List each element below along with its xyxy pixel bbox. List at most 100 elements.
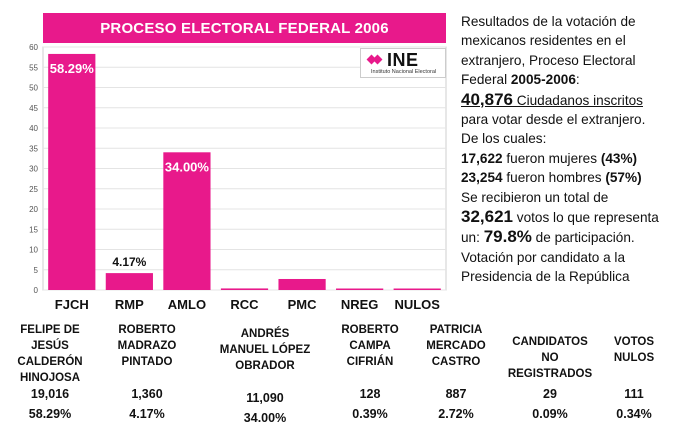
bar bbox=[278, 278, 326, 290]
bar-chart: 0 5 10 15 20 25 30 35 40 45 50 55 60 FJCH 58.29% RMP 4.1… bbox=[0, 0, 460, 320]
summary-line: un: 79.8% de participación. bbox=[461, 227, 697, 247]
x-tick-label: PMC bbox=[288, 297, 318, 312]
summary-line: extranjero, Proceso Electoral bbox=[461, 52, 636, 68]
y-tick-label: 10 bbox=[29, 246, 38, 255]
candidate-votes: 29 bbox=[543, 387, 557, 401]
candidate-name: MERCADO bbox=[426, 340, 486, 352]
candidate-pct: 58.29% bbox=[28, 407, 72, 421]
candidate-name: VOTOS bbox=[613, 336, 655, 348]
summary-text: : bbox=[575, 72, 580, 88]
y-tick-label: 30 bbox=[29, 165, 38, 174]
votes-total: 32,621 bbox=[461, 207, 513, 227]
y-tick-label: 0 bbox=[34, 286, 39, 295]
candidate-column: FELIPE DE JESÚS CALDERÓN HINOJOSA 19,016… bbox=[2, 322, 98, 421]
summary-line: 17,622 fueron mujeres (43%) bbox=[461, 149, 697, 168]
summary-line: Resultados de la votación de bbox=[461, 14, 636, 29]
x-tick-label: FJCH bbox=[55, 297, 89, 312]
men-pct: (57%) bbox=[605, 170, 642, 186]
candidate-name: CASTRO bbox=[431, 356, 481, 368]
registered-count: 40,876 bbox=[461, 89, 513, 109]
y-tick-label: 20 bbox=[29, 205, 38, 214]
summary-text: fueron mujeres bbox=[502, 150, 601, 166]
candidate-column: ANDRÉS MANUEL LÓPEZ OBRADOR 11,090 34.00… bbox=[215, 326, 315, 425]
summary-text: fueron hombres bbox=[502, 170, 606, 186]
ine-logo-word: INE bbox=[387, 50, 419, 70]
women-count: 17,622 bbox=[461, 150, 503, 166]
summary-text: Ciudadanos inscritos bbox=[513, 92, 643, 108]
y-tick-label: 40 bbox=[29, 124, 38, 133]
summary-text: votos lo que representa bbox=[513, 210, 659, 226]
summary-text: Federal bbox=[461, 72, 511, 88]
summary-line: 23,254 fueron hombres (57%) bbox=[461, 168, 697, 187]
summary-line: Presidencia de la República bbox=[461, 269, 630, 285]
summary-line: Votación por candidato a la bbox=[461, 249, 626, 265]
candidate-votes: 128 bbox=[359, 387, 381, 401]
y-tick-label: 35 bbox=[29, 144, 38, 153]
candidate-pct: 0.39% bbox=[352, 407, 388, 421]
ine-logo-icon bbox=[366, 53, 384, 67]
candidate-name: CANDIDATOS NO bbox=[512, 336, 588, 364]
bar bbox=[336, 288, 384, 290]
bar bbox=[220, 288, 269, 290]
candidate-name: CALDERÓN bbox=[17, 356, 83, 368]
x-tick-label: NREG bbox=[341, 297, 379, 312]
x-tick-label: AMLO bbox=[168, 297, 206, 312]
bar bbox=[163, 152, 211, 290]
candidate-column: ROBERTO MADRAZO PINTADO 1,360 4.17% bbox=[106, 322, 188, 421]
x-tick-label: RCC bbox=[230, 297, 259, 312]
candidate-name: PATRICIA bbox=[429, 324, 483, 336]
candidate-name: MADRAZO bbox=[117, 340, 177, 352]
summary-text: un: bbox=[461, 230, 484, 246]
candidates-table: FELIPE DE JESÚS CALDERÓN HINOJOSA 19,016… bbox=[0, 322, 700, 440]
candidate-name: CAMPA bbox=[349, 340, 391, 352]
x-tick-label: NULOS bbox=[394, 297, 440, 312]
summary-text: de participación. bbox=[531, 230, 635, 246]
candidate-column: VOTOS NULOS 111 0.34% bbox=[604, 334, 664, 421]
bar bbox=[393, 288, 441, 290]
candidate-pct: 2.72% bbox=[438, 407, 474, 421]
candidate-name: ROBERTO bbox=[341, 324, 399, 336]
y-tick-label: 45 bbox=[29, 104, 38, 113]
participation-pct: 79.8% bbox=[483, 227, 532, 247]
candidate-votes: 111 bbox=[624, 387, 644, 401]
candidate-name: HINOJOSA bbox=[19, 372, 81, 384]
candidate-name: FELIPE DE JESÚS bbox=[20, 324, 80, 352]
y-tick-label: 25 bbox=[29, 185, 38, 194]
summary-line: 40,876 Ciudadanos inscritos bbox=[461, 90, 697, 110]
candidate-name: CIFRIÁN bbox=[346, 356, 394, 368]
candidate-pct: 0.34% bbox=[616, 407, 652, 421]
process-years: 2005-2006 bbox=[510, 72, 576, 88]
candidate-pct: 0.09% bbox=[532, 407, 568, 421]
candidate-name: ROBERTO bbox=[118, 324, 176, 336]
candidate-name: REGISTRADOS bbox=[507, 368, 593, 380]
candidate-name: MANUEL LÓPEZ bbox=[219, 344, 311, 356]
y-tick-label: 15 bbox=[29, 225, 38, 234]
women-pct: (43%) bbox=[600, 150, 638, 166]
summary-line: Se recibieron un total de bbox=[461, 189, 609, 205]
candidate-votes: 19,016 bbox=[30, 387, 70, 401]
summary-line: mexicanos residentes en el bbox=[461, 33, 626, 49]
candidate-column: CANDIDATOS NO REGISTRADOS 29 0.09% bbox=[502, 334, 598, 421]
candidate-votes: 11,090 bbox=[246, 391, 284, 405]
y-tick-label: 5 bbox=[34, 266, 39, 275]
summary-line: Federal 2005-2006: bbox=[461, 70, 697, 89]
summary-line: para votar desde el extranjero. bbox=[461, 112, 646, 128]
y-tick-label: 60 bbox=[29, 43, 38, 52]
y-tick-label: 55 bbox=[29, 63, 38, 72]
candidate-name: ANDRÉS bbox=[240, 328, 290, 340]
candidate-name: PINTADO bbox=[121, 356, 173, 368]
candidate-votes: 1,360 bbox=[131, 387, 163, 401]
data-label: 34.00% bbox=[165, 159, 210, 174]
candidate-pct: 34.00% bbox=[243, 411, 287, 425]
candidate-column: ROBERTO CAMPA CIFRIÁN 128 0.39% bbox=[334, 322, 406, 421]
candidate-name: NULOS bbox=[613, 352, 655, 364]
men-count: 23,254 bbox=[461, 170, 503, 186]
chart-svg: 0 5 10 15 20 25 30 35 40 45 50 55 60 FJCH 58.29% RMP 4.1… bbox=[29, 43, 447, 312]
summary-line: De los cuales: bbox=[461, 131, 547, 147]
summary-line: 32,621 votos lo que representa bbox=[461, 207, 697, 227]
x-tick-label: RMP bbox=[115, 297, 144, 312]
candidate-column: PATRICIA MERCADO CASTRO 887 2.72% bbox=[418, 322, 494, 421]
ine-logo-subtitle: Instituto Nacional Electoral bbox=[371, 69, 437, 75]
results-summary: Resultados de la votación de mexicanos r… bbox=[461, 12, 697, 287]
y-tick-label: 50 bbox=[29, 84, 38, 93]
